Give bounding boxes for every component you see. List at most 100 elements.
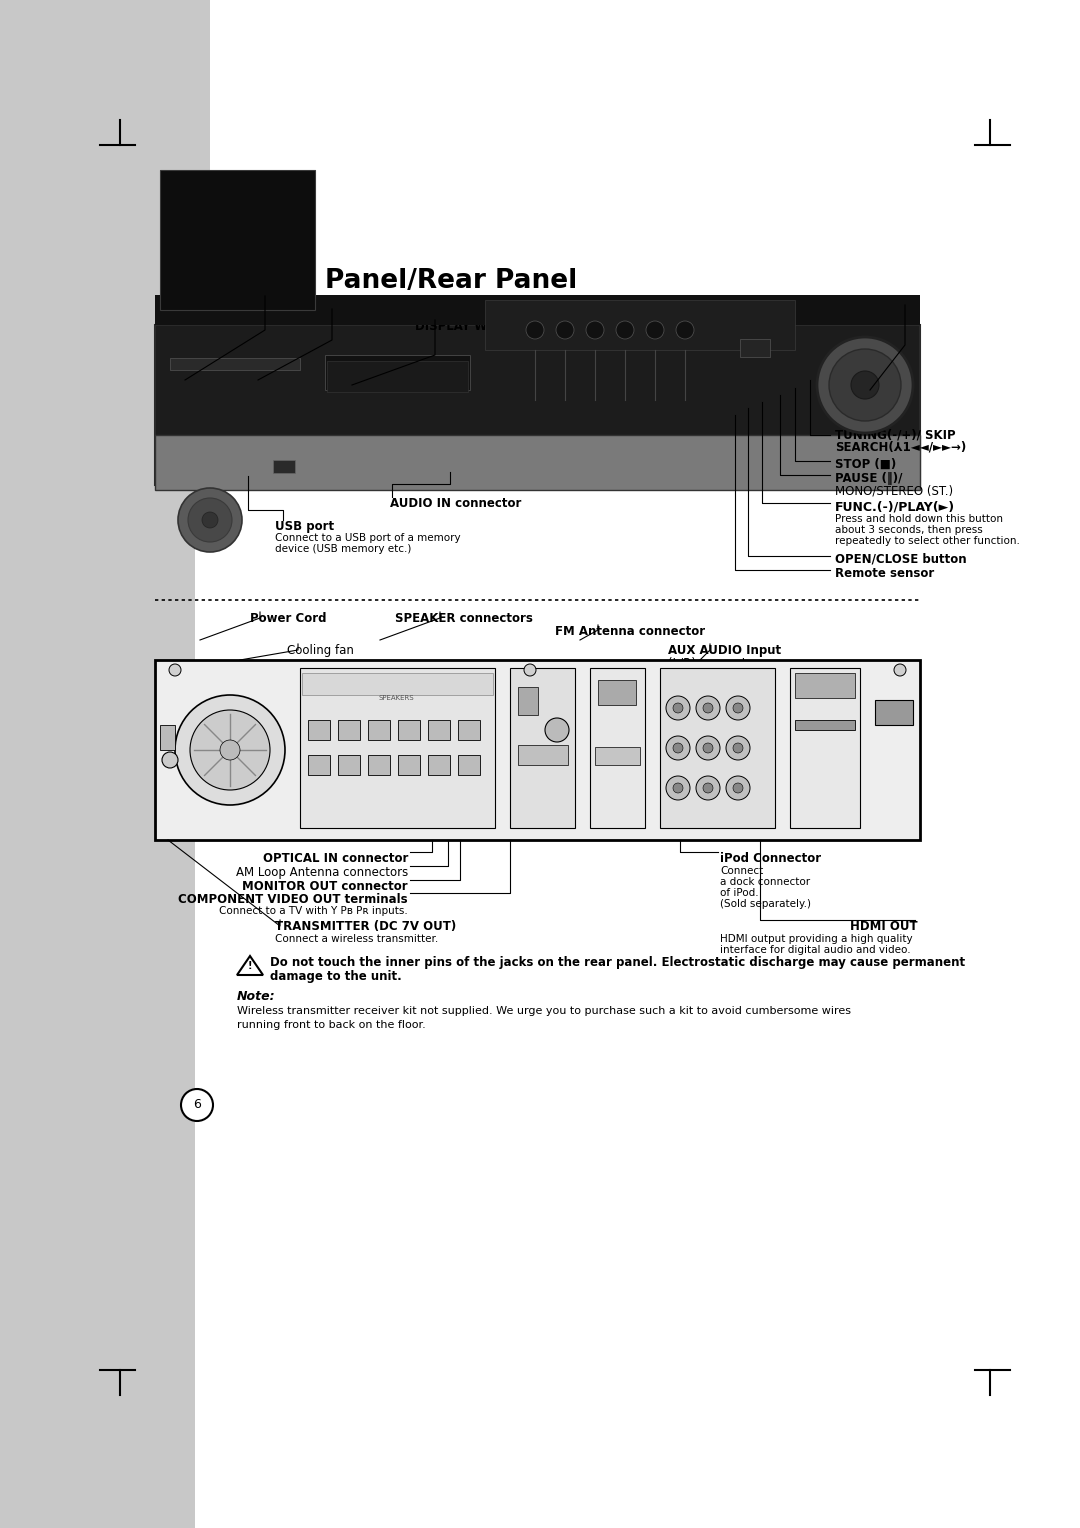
Text: repeatedly to select other function.: repeatedly to select other function. [835,536,1020,545]
Circle shape [666,776,690,801]
Bar [595,747,640,766]
Circle shape [162,752,178,769]
Bar [789,668,860,828]
Text: Note:: Note: [237,990,275,1002]
Circle shape [816,338,913,432]
Text: FUNC.(-)/PLAY(►): FUNC.(-)/PLAY(►) [835,500,955,513]
Bar [0,0,210,1528]
Text: Connect a wireless transmitter.: Connect a wireless transmitter. [275,934,438,944]
Text: TUNING(-/+)/ SKIP: TUNING(-/+)/ SKIP [835,428,956,442]
Bar [875,700,913,724]
Text: (L/R) connector: (L/R) connector [669,657,758,669]
Bar [598,680,636,704]
Text: Connect: Connect [720,866,764,876]
Bar [156,325,920,484]
Text: USB port: USB port [275,520,334,533]
Circle shape [676,321,694,339]
Text: COMPONENT VIDEO OUT terminals: COMPONENT VIDEO OUT terminals [178,892,408,906]
Text: TRANSMITTER (DC 7V OUT): TRANSMITTER (DC 7V OUT) [275,920,456,934]
Text: !: ! [247,961,253,970]
Bar [195,377,210,1528]
Bar [156,295,920,325]
Text: AM Loop Antenna connectors: AM Loop Antenna connectors [235,866,408,879]
Bar [160,724,175,750]
Bar [338,755,360,775]
Bar [428,720,450,740]
Circle shape [696,776,720,801]
Circle shape [646,321,664,339]
Text: SEARCH(⅄1◄◄/►►→): SEARCH(⅄1◄◄/►►→) [835,442,967,454]
Bar [740,339,770,358]
Text: Wireless transmitter receiver kit not supplied. We urge you to purchase such a k: Wireless transmitter receiver kit not su… [237,1005,851,1016]
Circle shape [733,782,743,793]
Text: SPEAKERS: SPEAKERS [378,695,414,701]
Circle shape [851,371,879,399]
Text: FM Antenna connector: FM Antenna connector [555,625,705,639]
Text: SPEAKER connectors: SPEAKER connectors [395,613,532,625]
Circle shape [829,348,901,422]
Bar [660,668,775,828]
Circle shape [616,321,634,339]
Bar [795,672,855,698]
Circle shape [703,743,713,753]
Text: Front Panel/Rear Panel: Front Panel/Rear Panel [237,267,577,293]
Bar [590,668,645,828]
Text: STOP (■): STOP (■) [835,458,896,471]
Circle shape [175,695,285,805]
Circle shape [190,711,270,790]
Circle shape [168,665,181,675]
Polygon shape [237,957,264,975]
Text: MONITOR OUT connector: MONITOR OUT connector [242,880,408,892]
Circle shape [181,1089,213,1122]
Circle shape [733,703,743,714]
Bar [273,460,295,474]
Circle shape [188,498,232,542]
Bar [518,688,538,715]
Text: PAUSE (‖)/: PAUSE (‖)/ [835,472,903,484]
Circle shape [666,736,690,759]
Bar [510,668,575,828]
Text: VOLUME controller: VOLUME controller [794,306,918,318]
Circle shape [673,743,683,753]
Text: HDMI output providing a high quality: HDMI output providing a high quality [720,934,913,944]
Circle shape [178,487,242,552]
Bar [399,755,420,775]
Text: Remote sensor: Remote sensor [835,567,934,581]
Text: DISC Tray: DISC Tray [322,309,386,322]
Circle shape [726,736,750,759]
Text: HDMI OUT: HDMI OUT [850,920,918,934]
Bar [325,354,470,390]
Bar [302,672,492,695]
Text: Do not touch the inner pins of the jacks on the rear panel. Electrostatic discha: Do not touch the inner pins of the jacks… [270,957,966,969]
Text: of iPod.: of iPod. [720,888,758,898]
Bar [458,720,480,740]
Text: Power Cord: Power Cord [249,613,326,625]
Text: MONO/STEREO (ST.): MONO/STEREO (ST.) [835,484,954,498]
Text: about 3 seconds, then press: about 3 seconds, then press [835,526,983,535]
Text: OPTICAL IN connector: OPTICAL IN connector [262,853,408,865]
Bar [399,720,420,740]
Text: Connect to a USB port of a memory: Connect to a USB port of a memory [275,533,461,542]
Circle shape [586,321,604,339]
Text: AUX AUDIO Input: AUX AUDIO Input [669,643,781,657]
Circle shape [733,743,743,753]
Bar [518,746,568,766]
Circle shape [526,321,544,339]
Circle shape [703,782,713,793]
Circle shape [666,695,690,720]
Bar [795,720,855,730]
Circle shape [726,776,750,801]
Circle shape [220,740,240,759]
Bar [338,720,360,740]
Circle shape [545,718,569,743]
Text: OPEN/CLOSE button: OPEN/CLOSE button [835,553,967,565]
Bar [156,660,920,840]
Circle shape [726,695,750,720]
Bar [156,435,920,490]
Circle shape [703,703,713,714]
Text: Cooling fan: Cooling fan [287,643,354,657]
Text: DISPLAY Window: DISPLAY Window [415,319,527,333]
Text: (Sold separately.): (Sold separately.) [720,898,811,909]
Bar [308,720,330,740]
Bar [458,755,480,775]
